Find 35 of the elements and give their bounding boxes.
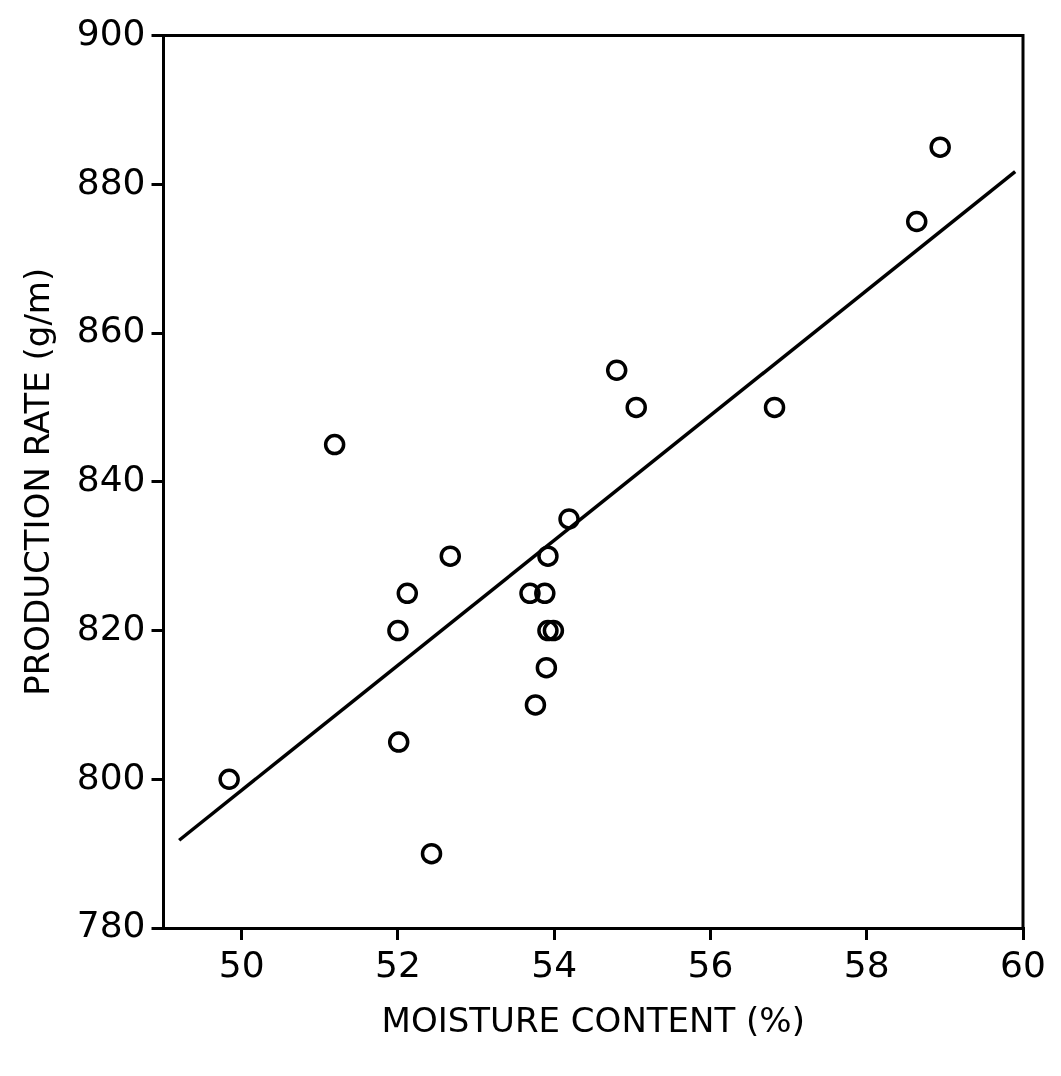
y-tick-label: 840 xyxy=(76,458,146,500)
x-tick-label: 50 xyxy=(218,943,265,985)
x-tick-label: 58 xyxy=(843,943,890,985)
x-tick-label: 52 xyxy=(375,943,421,985)
x-tick-label: 56 xyxy=(687,943,734,985)
point xyxy=(625,396,647,419)
point xyxy=(439,545,462,567)
point xyxy=(535,656,558,679)
point xyxy=(519,582,541,605)
point xyxy=(396,582,419,605)
point xyxy=(387,731,410,753)
point xyxy=(542,619,565,642)
x-tick-label: 60 xyxy=(1000,943,1046,985)
y-axis-title: PRODUCTION RATE (g/m) xyxy=(17,267,58,696)
point xyxy=(387,619,409,642)
y-tick-label: 800 xyxy=(76,755,146,797)
x-tick-label: 54 xyxy=(531,943,578,985)
point xyxy=(763,396,786,419)
point xyxy=(323,433,346,456)
y-tick-label: 900 xyxy=(76,11,146,53)
y-tick-label: 880 xyxy=(76,160,146,202)
point xyxy=(218,768,240,791)
point xyxy=(537,619,559,642)
y-tick-label: 820 xyxy=(76,606,146,648)
point xyxy=(558,508,580,530)
point xyxy=(537,545,559,567)
point xyxy=(929,136,951,158)
point xyxy=(905,210,928,233)
point xyxy=(534,582,556,605)
point xyxy=(605,359,628,381)
y-tick-label: 780 xyxy=(76,904,146,946)
y-tick-label: 860 xyxy=(76,309,146,351)
point xyxy=(524,694,547,716)
point xyxy=(420,842,443,865)
x-axis-title: MOISTURE CONTENT (%) xyxy=(381,1000,805,1041)
